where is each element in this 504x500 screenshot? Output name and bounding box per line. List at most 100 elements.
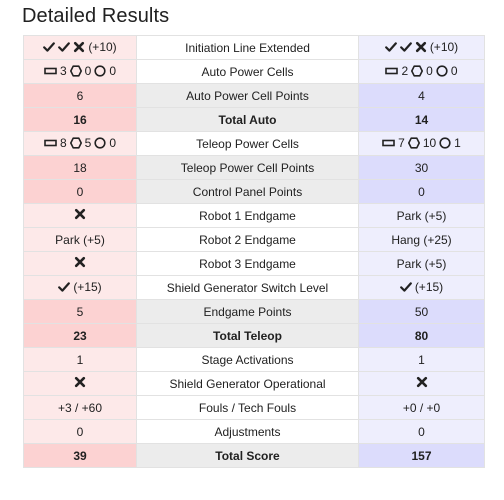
blue-power-cell-count: 0 [426,63,433,78]
red-power-cell-count: 8 [59,135,67,150]
red-alliance-cell: 1 [23,347,137,372]
blue-cell-content: 30 [415,161,428,175]
blue-alliance-cell: 50 [358,299,485,324]
row-label: Teleop Power Cells [136,131,359,156]
red-cell-content: 18 [73,161,86,175]
red-value: 16 [73,112,87,127]
table-row: 3 0 0 Auto Power Cells 2 0 0 [23,59,485,84]
inner-port-icon [94,136,106,149]
red-value: +3 / +60 [57,400,103,415]
outer-port-icon [411,64,424,77]
red-alliance-cell: 5 [23,299,137,324]
red-value: 6 [76,88,84,103]
row-label: Shield Generator Operational [136,371,359,396]
red-cell-content: (+10) [43,39,117,54]
red-alliance-cell: (+10) [23,35,137,60]
red-alliance-cell: 6 [23,83,137,108]
checkmark-icon [58,41,71,53]
table-row: Shield Generator Operational [23,371,485,396]
blue-alliance-cell: Park (+5) [358,203,485,228]
cross-icon [74,376,86,388]
blue-value: Park (+5) [396,208,447,223]
outer-port-icon [69,64,82,77]
red-cell-content: 16 [73,113,86,127]
table-row: 39 Total Score 157 [23,443,485,468]
blue-value: 4 [418,88,425,103]
cross-icon [416,376,428,388]
red-cell-content: 39 [73,449,86,463]
outer-port-icon [69,136,82,149]
row-label: Total Teleop [136,323,359,348]
cross-icon [74,256,86,268]
blue-power-cell-count: 10 [422,135,437,150]
blue-value: 14 [414,112,429,127]
red-cell-content: 5 [77,305,84,319]
blue-power-cell-count: 1 [454,135,461,150]
table-row: 0 Control Panel Points 0 [23,179,485,204]
row-label: Robot 2 Endgame [136,227,359,252]
blue-cell-content: 157 [411,449,431,463]
table-row: (+10) Initiation Line Extended (+10) [23,35,485,60]
blue-alliance-cell: +0 / +0 [358,395,485,420]
red-cell-content: Park (+5) [55,233,105,247]
row-label: Adjustments [136,419,359,444]
blue-power-cell-count: 7 [398,135,405,150]
red-power-cell-count: 0 [109,63,117,78]
red-power-cell-count: 3 [59,63,67,78]
blue-cell-content [416,376,428,388]
blue-value: 0 [418,184,425,199]
blue-value: 0 [418,424,425,439]
red-alliance-cell [23,371,137,396]
blue-cell-content: 7 10 1 [382,136,461,150]
inner-port-icon [439,136,451,149]
blue-alliance-cell: 4 [358,83,485,108]
blue-cell-content: 0 [418,185,425,199]
red-value: 1 [76,352,84,367]
table-row: 1 Stage Activations 1 [23,347,485,372]
table-row: Robot 1 Endgame Park (+5) [23,203,485,228]
row-label: Endgame Points [136,299,359,324]
red-power-cell-count: 0 [84,63,92,78]
red-alliance-cell: 0 [23,179,137,204]
blue-alliance-cell: 14 [358,107,485,132]
table-row: 18 Teleop Power Cell Points 30 [23,155,485,180]
blue-alliance-cell: 0 [358,179,485,204]
results-body: (+10) Initiation Line Extended (+10) 3 0 0 Aut… [23,35,485,468]
red-value: 18 [73,160,87,175]
red-cell-content: 0 [77,185,84,199]
blue-value: Park (+5) [396,256,447,271]
table-row: (+15) Shield Generator Switch Level (+15) [23,275,485,300]
blue-alliance-cell: 2 0 0 [358,59,485,84]
blue-cell-content: Hang (+25) [391,233,451,247]
blue-alliance-cell: Hang (+25) [358,227,485,252]
blue-value: 50 [414,304,429,319]
red-cell-content: 8 5 0 [44,136,116,150]
blue-cell-content: 2 0 0 [385,63,458,78]
row-label: Total Score [136,443,359,468]
blue-alliance-cell: 7 10 1 [358,131,485,156]
checkmark-icon [399,41,412,53]
blue-cell-content: Park (+5) [397,209,447,223]
red-value: (+10) [88,39,117,54]
red-value: 5 [76,304,84,319]
red-alliance-cell: 16 [23,107,137,132]
red-alliance-cell [23,203,137,228]
row-label: Stage Activations [136,347,359,372]
row-label: Total Auto [136,107,359,132]
cross-icon [73,41,85,53]
table-row: 6 Auto Power Cell Points 4 [23,83,485,108]
red-value: 0 [76,184,84,199]
red-cell-content [74,256,86,268]
red-alliance-cell: 3 0 0 [23,59,137,84]
red-value: 23 [73,328,87,343]
red-value: 39 [73,448,87,463]
blue-alliance-cell: (+10) [358,35,485,60]
red-power-cell-count: 5 [84,135,92,150]
red-cell-content: 6 [77,89,84,103]
row-label: Shield Generator Switch Level [136,275,359,300]
red-alliance-cell: 18 [23,155,137,180]
page-title: Detailed Results [22,5,170,27]
table-row: 16 Total Auto 14 [23,107,485,132]
checkmark-icon [43,41,56,53]
detailed-results-table: (+10) Initiation Line Extended (+10) 3 0 0 Aut… [23,35,485,468]
